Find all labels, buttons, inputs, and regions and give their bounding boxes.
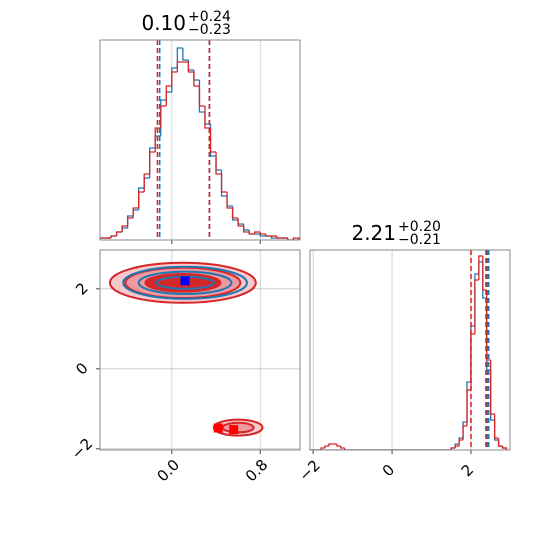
histogram-step bbox=[110, 235, 117, 238]
histogram-step bbox=[328, 443, 333, 446]
histogram-step bbox=[344, 448, 349, 450]
histogram-step bbox=[176, 47, 183, 68]
histogram-step bbox=[154, 127, 161, 152]
histogram-step bbox=[138, 191, 145, 208]
title-lower: −0.23 bbox=[188, 22, 231, 38]
histogram-step bbox=[187, 60, 194, 71]
contour bbox=[122, 265, 248, 300]
histogram-step bbox=[237, 220, 244, 225]
panel-title: 0.10 bbox=[141, 11, 186, 35]
marker bbox=[229, 425, 239, 435]
histogram-step bbox=[242, 224, 250, 231]
histogram-step bbox=[143, 177, 150, 188]
histogram-step bbox=[242, 226, 250, 233]
histogram-step bbox=[287, 238, 294, 240]
histogram-step bbox=[165, 91, 172, 100]
histogram-step bbox=[215, 152, 222, 175]
histogram-step bbox=[248, 232, 255, 235]
panel-title: 2.21 bbox=[351, 221, 396, 245]
plot-area bbox=[310, 250, 508, 450]
title-lower: −0.21 bbox=[398, 232, 441, 248]
histogram-step bbox=[143, 173, 150, 192]
histogram-step bbox=[115, 231, 123, 236]
histogram-step bbox=[149, 151, 156, 174]
histogram-step bbox=[171, 71, 178, 86]
x-tick-label: −2 bbox=[295, 456, 323, 484]
histogram-step bbox=[138, 187, 145, 210]
histogram-step bbox=[209, 128, 217, 153]
histogram-step bbox=[324, 445, 329, 448]
histogram-step bbox=[220, 174, 228, 193]
histogram-step bbox=[187, 62, 194, 73]
histogram-step bbox=[454, 445, 460, 448]
histogram-step bbox=[340, 446, 345, 449]
histogram-step bbox=[320, 447, 325, 450]
histogram-step bbox=[259, 232, 266, 235]
histogram-step bbox=[336, 444, 341, 447]
title-upper: +0.20 bbox=[398, 219, 441, 235]
histogram-step bbox=[270, 236, 277, 239]
marker bbox=[180, 276, 190, 286]
histogram-step bbox=[265, 234, 272, 237]
histogram-step bbox=[254, 231, 261, 234]
histogram-step bbox=[182, 48, 189, 61]
x-tick-label: 0.8 bbox=[242, 456, 272, 486]
histogram-step bbox=[193, 70, 200, 81]
histogram-step bbox=[478, 255, 483, 280]
histogram-step bbox=[132, 209, 139, 216]
plot-area bbox=[100, 40, 300, 240]
histogram-step bbox=[100, 237, 106, 240]
frame bbox=[309, 249, 511, 451]
histogram-step bbox=[276, 236, 283, 239]
histogram-step bbox=[482, 256, 487, 291]
marker bbox=[213, 423, 223, 433]
histogram-step bbox=[486, 290, 491, 361]
histogram-step bbox=[474, 279, 479, 334]
frame bbox=[99, 39, 301, 241]
histogram-step bbox=[121, 225, 128, 232]
histogram-step bbox=[132, 207, 139, 218]
histogram-step bbox=[126, 217, 134, 226]
plot-area bbox=[108, 261, 264, 437]
y-tick-label: 0 bbox=[72, 359, 91, 378]
frame bbox=[99, 249, 301, 451]
histogram-step bbox=[165, 85, 172, 106]
histogram-step bbox=[121, 227, 128, 232]
histogram-step bbox=[501, 446, 508, 450]
histogram-step bbox=[497, 438, 503, 447]
x-tick-label: 0 bbox=[379, 461, 398, 480]
histogram-step bbox=[490, 360, 495, 415]
x-tick-label: 0.0 bbox=[153, 456, 183, 486]
histogram-step bbox=[237, 218, 244, 227]
histogram-step bbox=[209, 124, 217, 157]
histogram-step bbox=[292, 237, 300, 240]
histogram-step bbox=[176, 61, 183, 72]
y-tick-label: −2 bbox=[68, 435, 96, 463]
histogram-step bbox=[259, 234, 266, 237]
title-upper: +0.24 bbox=[188, 9, 231, 25]
histogram-step bbox=[226, 196, 233, 207]
histogram-step bbox=[193, 72, 200, 87]
histogram-step bbox=[198, 86, 205, 107]
contour bbox=[137, 270, 233, 295]
histogram-step bbox=[493, 414, 499, 439]
histogram-step bbox=[450, 447, 456, 450]
histogram-step bbox=[458, 439, 464, 446]
x-tick-label: 2 bbox=[458, 461, 477, 480]
y-tick-label: 2 bbox=[72, 279, 91, 298]
histogram-step bbox=[466, 389, 471, 426]
histogram-step bbox=[226, 192, 233, 209]
histogram-step bbox=[215, 156, 222, 171]
histogram-step bbox=[160, 105, 167, 128]
histogram-step bbox=[462, 425, 468, 440]
histogram-step bbox=[198, 80, 205, 113]
histogram-step bbox=[231, 208, 239, 219]
